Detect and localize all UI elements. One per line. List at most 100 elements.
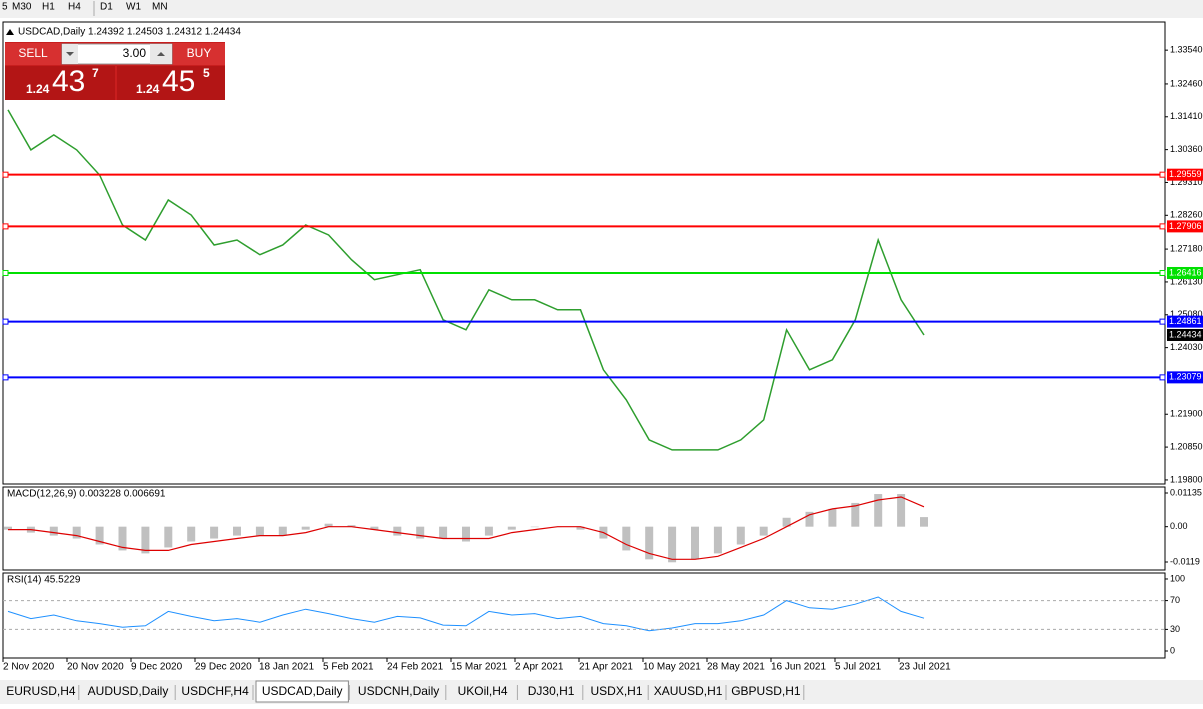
timeframe-button[interactable]: H4: [68, 2, 81, 13]
histogram-bar: [576, 526, 585, 530]
histogram-bar: [484, 526, 493, 536]
histogram-bar: [782, 517, 791, 527]
signal-line: [8, 496, 925, 560]
level-handle[interactable]: [1159, 318, 1166, 325]
level-label-bg: [1167, 168, 1203, 181]
up-arrow: [157, 52, 165, 56]
tab-label: DJ30,H1: [528, 684, 575, 698]
x-tick-label: 21 Apr 2021: [579, 662, 633, 673]
histogram-bar: [645, 526, 654, 560]
level-handle[interactable]: [1159, 374, 1166, 381]
buy-big: 1.24: [136, 82, 160, 96]
histogram-bar: [370, 526, 379, 530]
histogram-bar: [439, 526, 448, 539]
histogram-bar: [118, 526, 127, 551]
x-tick-label: 16 Jun 2021: [771, 662, 826, 673]
histogram-bar: [187, 526, 196, 542]
timeframe-button[interactable]: H1: [42, 2, 55, 13]
tab[interactable]: [178, 683, 252, 701]
histogram-bar: [828, 508, 837, 527]
y-tick-label: 1.19800: [1170, 474, 1203, 484]
y-tick-label: 1.24030: [1170, 342, 1203, 352]
tab-label: USDCAD,Daily: [262, 684, 343, 698]
tab-label: USDCHF,H4: [181, 684, 249, 698]
tab[interactable]: [352, 683, 445, 701]
histogram-bar: [874, 494, 883, 527]
tab[interactable]: [651, 683, 725, 701]
level-label-bg: [1167, 266, 1203, 279]
buy-pips: 45: [162, 65, 195, 98]
histogram-bar: [164, 526, 173, 548]
histogram-bar: [759, 526, 768, 536]
tab[interactable]: [4, 683, 78, 701]
level-handle[interactable]: [2, 269, 9, 276]
sell-label: SELL: [18, 46, 48, 60]
y-tick-label: 1.20850: [1170, 441, 1203, 451]
trade-panel: SELL 3.00 BUY 1.24 43 7 1.24 45 5: [5, 42, 225, 100]
level-handle[interactable]: [2, 171, 9, 178]
histogram-bar: [736, 526, 745, 545]
timeframe-button[interactable]: 5: [2, 2, 8, 13]
y-tick-label: 0.00: [1170, 521, 1188, 531]
toolbar: [0, 0, 1203, 18]
level-handle[interactable]: [2, 223, 9, 230]
volume: 3.00: [123, 46, 147, 60]
histogram-bar: [49, 526, 58, 536]
y-tick-label: 0.01135: [1170, 487, 1202, 497]
rsi-panel: [2, 572, 1166, 659]
histogram-bar: [393, 526, 402, 536]
y-tick-label: 1.26130: [1170, 276, 1203, 286]
sell-price-box[interactable]: [5, 66, 115, 100]
timeframe-button[interactable]: D1: [100, 2, 113, 13]
x-tick-label: 9 Dec 2020: [131, 662, 183, 673]
histogram-bar: [301, 526, 310, 530]
x-tick-label: 23 Jul 2021: [899, 662, 951, 673]
histogram-bar: [255, 526, 264, 536]
tab-label: GBPUSD,H1: [731, 684, 801, 698]
y-tick-label: 70: [1170, 595, 1180, 605]
x-tick-label: 18 Jan 2021: [259, 662, 314, 673]
buy-point: 5: [203, 66, 210, 80]
rsi-title: RSI(14) 45.5229: [7, 575, 81, 586]
histogram-bar: [668, 526, 677, 563]
x-tick-label: 28 May 2021: [707, 662, 765, 673]
histogram-bar: [141, 526, 150, 554]
sell-button[interactable]: [5, 43, 61, 65]
tab[interactable]: [729, 683, 803, 701]
y-tick-label: 1.32460: [1170, 78, 1203, 88]
level-handle[interactable]: [1159, 223, 1166, 230]
tab-label: AUDUSD,Daily: [88, 684, 169, 698]
tab-label: XAUUSD,H1: [654, 684, 723, 698]
collapse-icon[interactable]: [6, 29, 14, 35]
tab[interactable]: [255, 680, 349, 703]
level-label-bg: [1167, 371, 1203, 384]
level-handle[interactable]: [2, 318, 9, 325]
histogram-bar: [920, 517, 928, 527]
tab[interactable]: [81, 683, 175, 701]
histogram-bar: [622, 526, 631, 551]
sell-big: 1.24: [26, 82, 50, 96]
tab-label: USDX,H1: [590, 684, 642, 698]
y-tick-label: 1.21900: [1170, 409, 1203, 419]
x-tick-label: 5 Jul 2021: [835, 662, 882, 673]
level-handle[interactable]: [1159, 171, 1166, 178]
timeframe-button[interactable]: M30: [12, 2, 32, 13]
histogram-bar: [713, 526, 722, 554]
level-label: 1.23079: [1169, 372, 1202, 382]
timeframe-button[interactable]: MN: [152, 2, 168, 13]
sell-point: 7: [92, 66, 99, 80]
y-tick-label: 100: [1170, 573, 1185, 583]
level-handle[interactable]: [2, 374, 9, 381]
tab[interactable]: [448, 683, 517, 701]
tab[interactable]: [585, 683, 648, 701]
buy-label: BUY: [187, 46, 212, 60]
buy-price-box[interactable]: [117, 66, 225, 100]
x-tick-label: 24 Feb 2021: [387, 662, 444, 673]
tab[interactable]: [520, 683, 582, 701]
level-handle[interactable]: [1159, 269, 1166, 276]
price-line: [7, 596, 925, 632]
buy-button[interactable]: [173, 43, 225, 65]
timeframe-button[interactable]: W1: [126, 2, 141, 13]
